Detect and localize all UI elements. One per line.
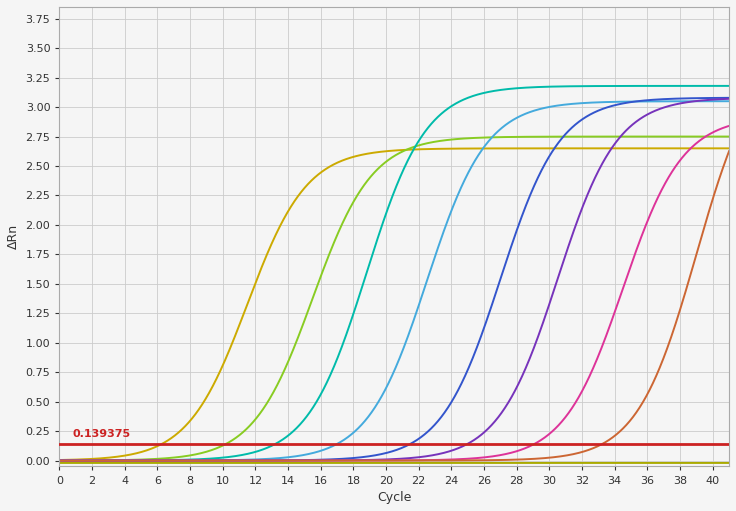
X-axis label: Cycle: Cycle bbox=[377, 491, 411, 504]
Text: 0.139375: 0.139375 bbox=[73, 429, 131, 439]
Y-axis label: ΔRn: ΔRn bbox=[7, 224, 20, 249]
